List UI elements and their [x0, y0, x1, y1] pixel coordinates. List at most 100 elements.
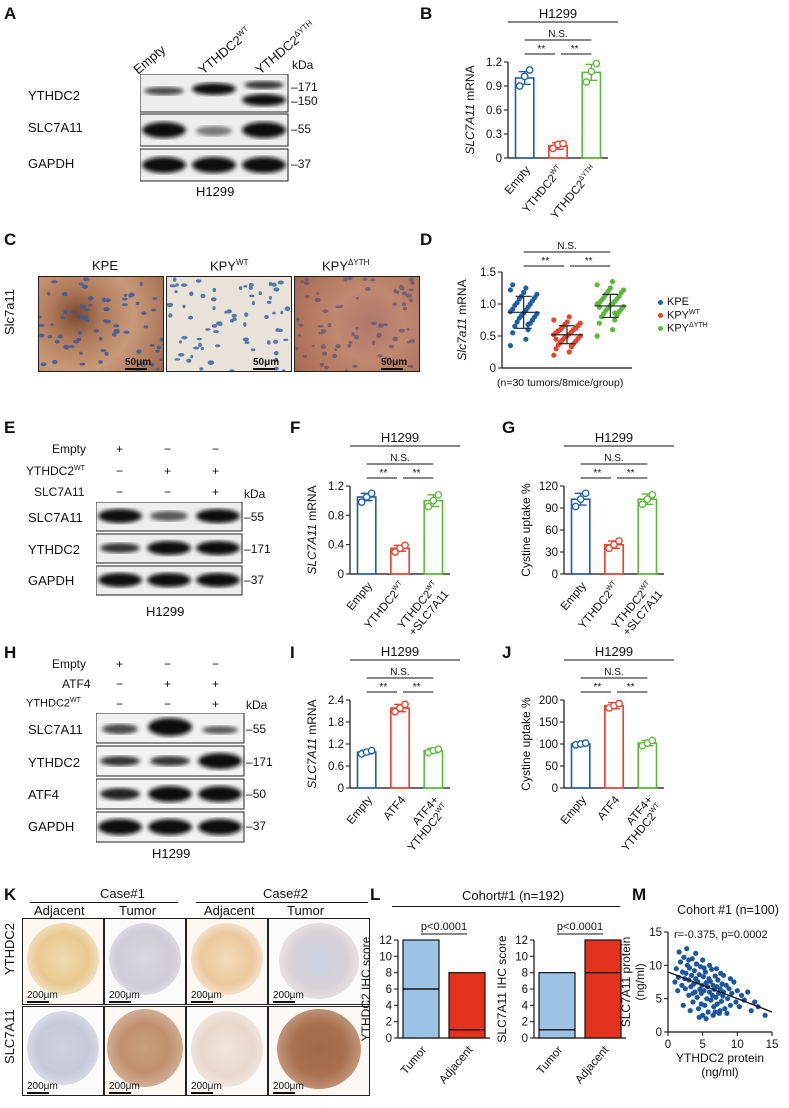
y-tick-label: 10	[379, 951, 392, 963]
tick-label-group: Adjacent	[573, 1044, 611, 1087]
data-point	[720, 972, 727, 978]
nucleus	[407, 340, 411, 344]
cell-line-label: H1299	[196, 184, 235, 199]
y-tick-label: 2	[522, 1017, 528, 1029]
y-tick-label: 0	[496, 153, 502, 165]
core-slc7a11-case1-tumor: 200μm	[104, 1006, 186, 1096]
nucleus	[123, 330, 130, 334]
nucleus	[281, 369, 286, 371]
data-point	[391, 707, 399, 716]
data-point	[693, 961, 700, 967]
y-axis-label-2: (ng/ml)	[633, 963, 647, 1000]
tick-label-sup: WT	[639, 579, 652, 592]
tick-label-group: Empty	[345, 794, 375, 827]
tick-label-sup: ΔYTH	[578, 164, 595, 183]
nucleus	[298, 334, 302, 337]
y-axis-label: SLC7A11 protein	[619, 937, 633, 1028]
ihc-image-kpe: 50μm	[38, 276, 164, 372]
bar	[514, 77, 535, 159]
chart-title: H1299	[381, 430, 419, 445]
tick-label-group: ATF4	[596, 794, 623, 823]
row-label-ythdc2: YTHDC2	[28, 88, 81, 103]
nucleus	[283, 338, 289, 342]
nucleus	[409, 298, 413, 303]
data-point	[424, 502, 433, 511]
data-point	[713, 966, 720, 972]
data-point	[686, 992, 692, 998]
nucleus	[266, 300, 272, 304]
y-tick-label: 6	[386, 984, 392, 996]
nucleus	[39, 324, 45, 327]
nucleus	[243, 285, 248, 288]
nucleus	[362, 277, 368, 281]
nucleus	[401, 302, 406, 307]
nucleus	[401, 291, 408, 296]
tick-label-group: Empty	[559, 580, 589, 613]
tick-label-main: Empty	[503, 164, 533, 197]
panel-letter-e: E	[4, 418, 16, 437]
nucleus	[198, 342, 202, 348]
nucleus	[376, 333, 380, 338]
data-point	[727, 1002, 734, 1008]
kda-label: kDa	[244, 487, 266, 501]
data-point	[691, 968, 697, 974]
scale-bar: 50μm	[381, 357, 408, 370]
y-tick-label: 5	[656, 994, 662, 1006]
nucleus	[155, 349, 160, 353]
sig-label-2: **	[627, 682, 635, 693]
data-point	[700, 974, 706, 980]
ihc-nuclei-kpy-wt	[167, 277, 291, 371]
nucleus	[76, 337, 82, 342]
nucleus	[224, 310, 228, 314]
y-tick-label: 0	[386, 1033, 392, 1045]
tick-label-group: Adjacent	[437, 1044, 475, 1087]
nucleus	[188, 315, 194, 320]
chart-title: H1299	[381, 644, 419, 659]
row-label-slc7a11: SLC7A11	[28, 722, 83, 737]
nucleus	[355, 296, 360, 300]
sig-label-ns: N.S.	[548, 29, 567, 40]
core-slc7a11-case2-tumor: 200μm	[268, 1006, 370, 1096]
tick-label-main: Tumor	[399, 1044, 429, 1077]
ihc-image-kpy-dyth: 50μm	[294, 276, 420, 372]
data-point	[684, 946, 690, 952]
tick-label-main: Adjacent	[437, 1044, 475, 1087]
data-point	[616, 293, 622, 299]
nucleus	[175, 283, 179, 287]
nucleus	[388, 345, 395, 349]
nucleus	[314, 297, 321, 303]
nucleus	[128, 292, 135, 297]
y-tick-label: 100	[539, 739, 558, 751]
data-point	[514, 319, 520, 325]
y-label-italic: SLC7A11	[305, 738, 319, 788]
y-tick-label: 10	[649, 960, 662, 972]
nucleus	[82, 284, 86, 288]
y-label-rest: mRNA	[305, 485, 319, 524]
nucleus	[103, 307, 110, 312]
y-tick-label: 2	[386, 1017, 392, 1029]
data-point	[534, 291, 540, 297]
col-label-adjacent: Adjacent	[204, 903, 255, 918]
nucleus	[200, 346, 204, 351]
panel-letter-g: G	[502, 418, 516, 437]
nucleus	[195, 279, 202, 283]
data-point	[612, 317, 618, 323]
y-label-rest: Cystine uptake %	[519, 697, 533, 791]
nucleus	[321, 351, 327, 356]
ihc-title-kpy-dyth: KPYΔYTH	[322, 258, 370, 274]
nucleus	[167, 302, 174, 308]
core-ythdc2-case2-tumor: 200μm	[268, 918, 370, 1005]
sign: +	[212, 464, 220, 478]
nucleus	[190, 354, 194, 359]
nucleus	[207, 360, 215, 365]
tick-label-main: ATF4	[596, 794, 623, 823]
data-point	[401, 700, 409, 709]
y-label-rest: mRNA	[463, 65, 477, 104]
tick-label: Empty	[559, 794, 589, 827]
y-label-italic: SLC7A11	[463, 104, 477, 154]
sign: +	[212, 677, 220, 691]
range-bar	[584, 939, 622, 1039]
cond-empty: Empty	[52, 657, 87, 671]
